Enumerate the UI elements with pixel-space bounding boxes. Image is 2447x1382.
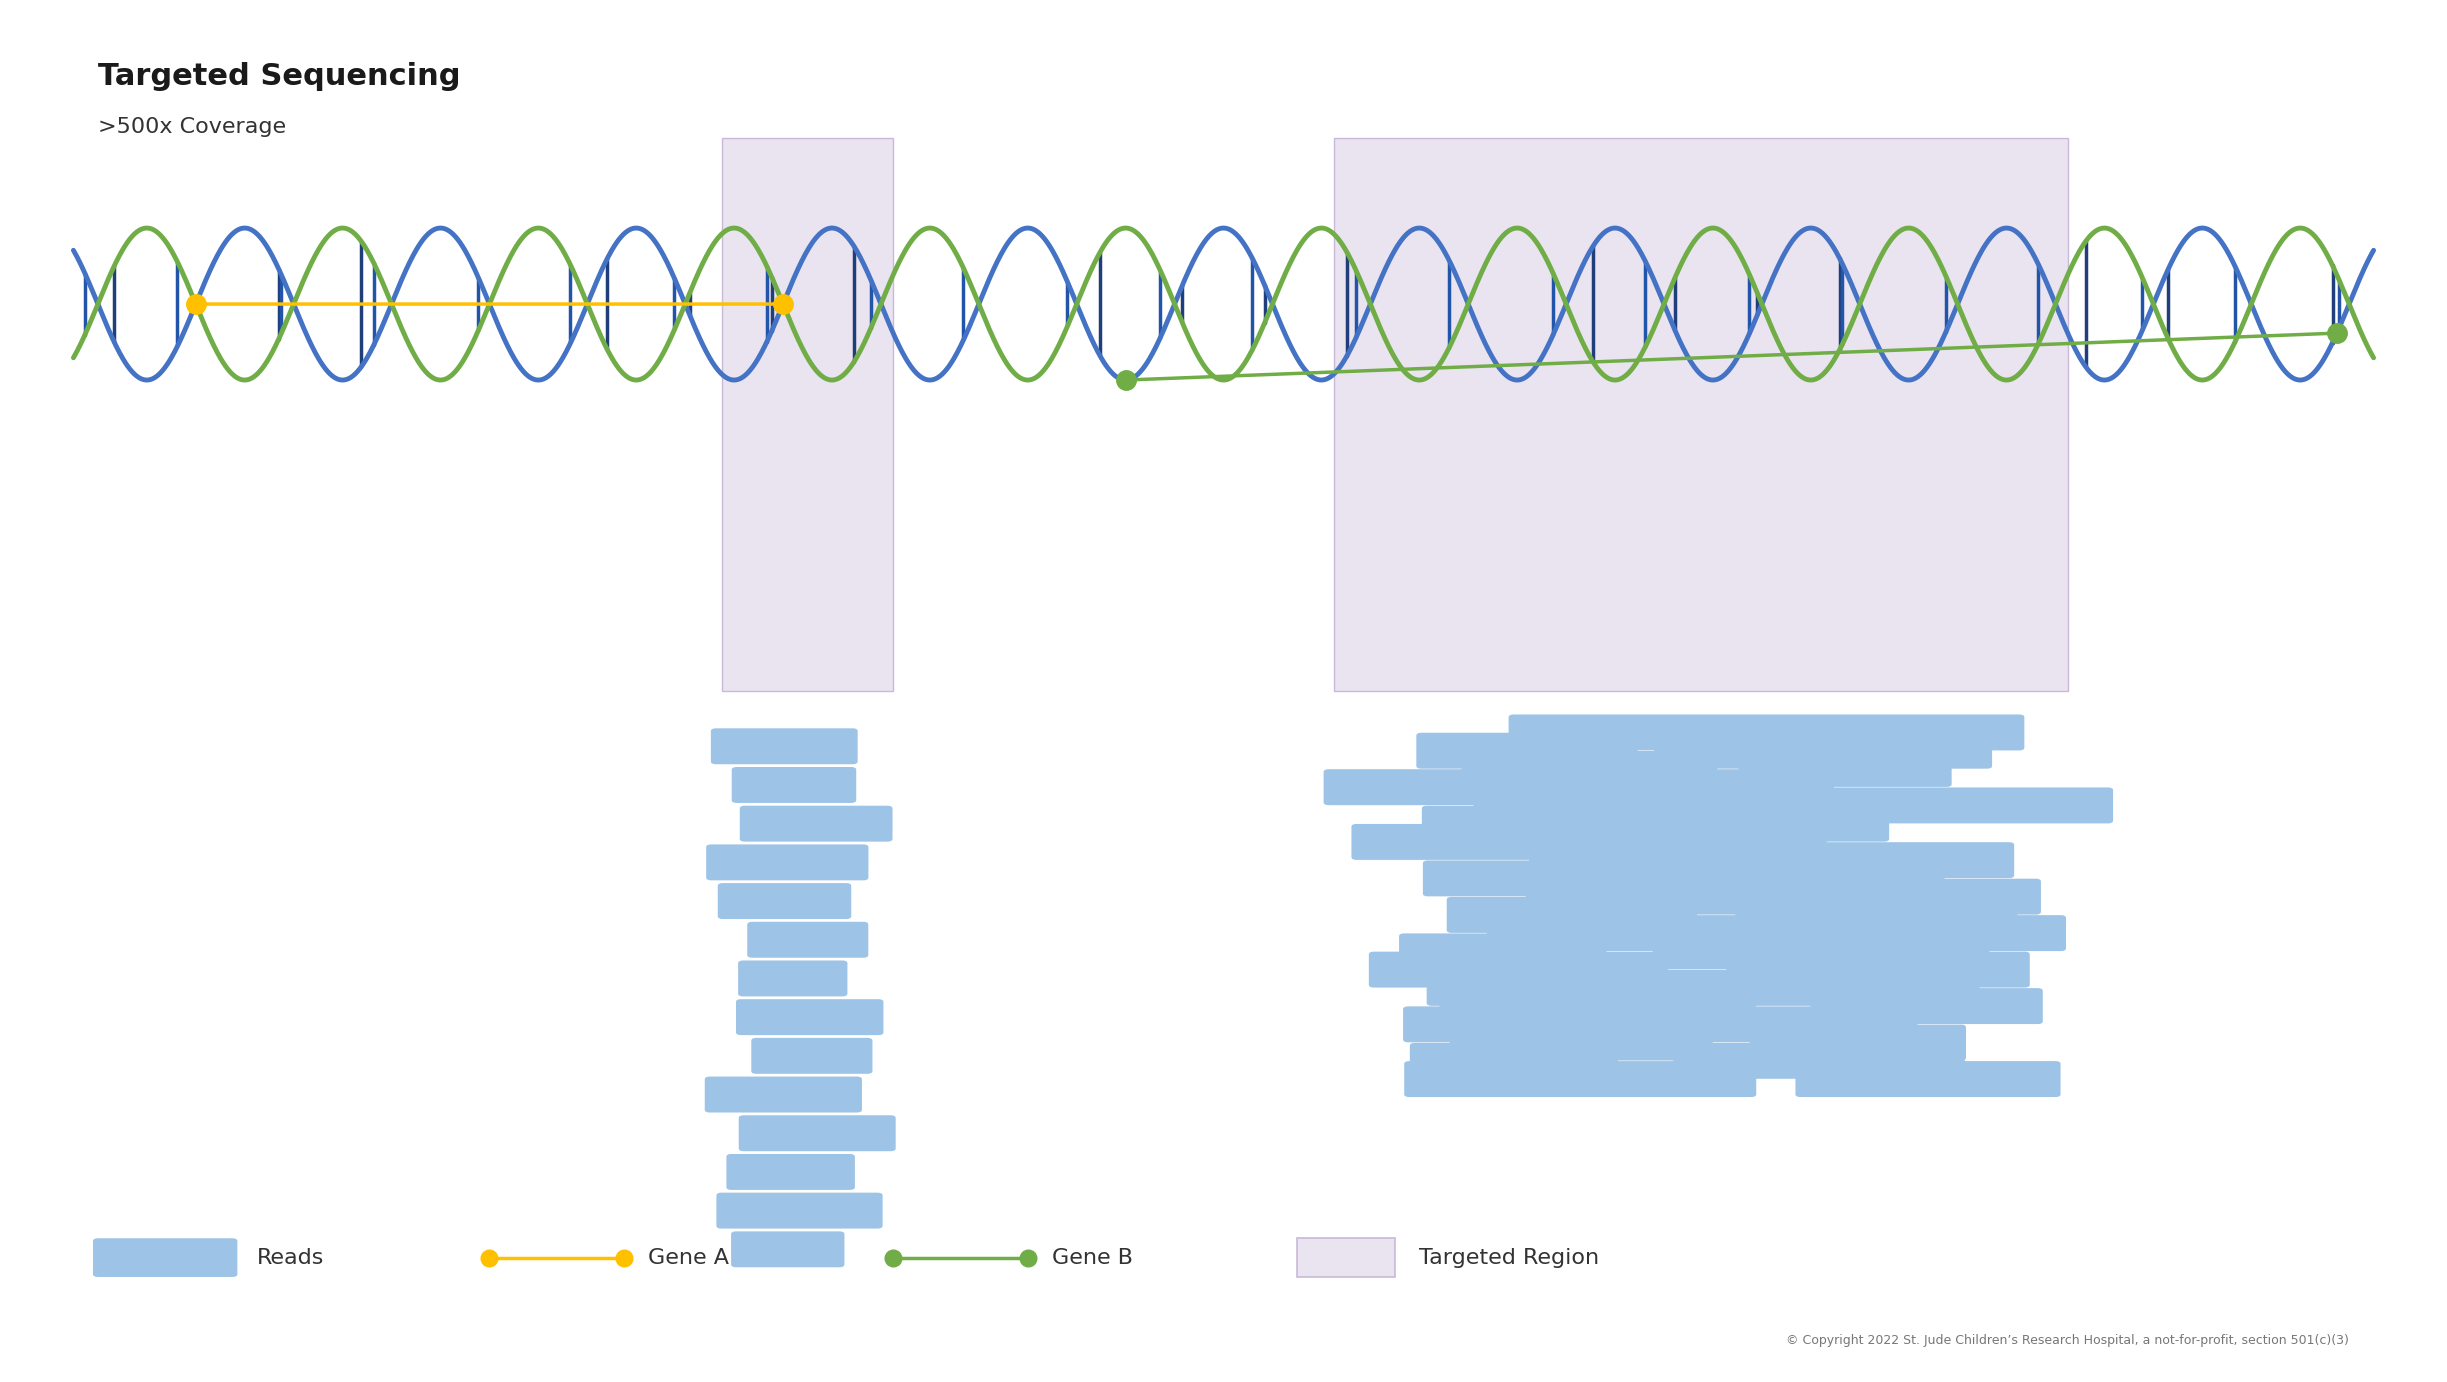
FancyBboxPatch shape: [732, 1231, 844, 1267]
FancyBboxPatch shape: [1446, 897, 1698, 933]
FancyBboxPatch shape: [1449, 1024, 1713, 1060]
FancyBboxPatch shape: [1351, 824, 1825, 860]
FancyBboxPatch shape: [739, 960, 847, 996]
FancyBboxPatch shape: [1422, 806, 1889, 842]
FancyBboxPatch shape: [1405, 1061, 1757, 1097]
FancyBboxPatch shape: [1334, 138, 2068, 691]
FancyBboxPatch shape: [705, 1077, 861, 1113]
FancyBboxPatch shape: [739, 1115, 896, 1151]
FancyBboxPatch shape: [1811, 988, 2043, 1024]
FancyBboxPatch shape: [1427, 970, 1980, 1006]
FancyBboxPatch shape: [1750, 1024, 1965, 1060]
FancyBboxPatch shape: [707, 844, 869, 880]
FancyBboxPatch shape: [1488, 915, 2065, 951]
FancyBboxPatch shape: [1409, 1043, 1617, 1079]
FancyBboxPatch shape: [1324, 770, 1833, 806]
FancyBboxPatch shape: [1422, 861, 1945, 897]
FancyBboxPatch shape: [1461, 750, 1718, 786]
FancyBboxPatch shape: [1735, 897, 2016, 933]
FancyBboxPatch shape: [1417, 732, 1637, 768]
Text: © Copyright 2022 St. Jude Children’s Research Hospital, a not-for-profit, sectio: © Copyright 2022 St. Jude Children’s Res…: [1786, 1335, 2349, 1347]
FancyBboxPatch shape: [1439, 988, 1757, 1024]
Text: Targeted Sequencing: Targeted Sequencing: [98, 62, 460, 91]
FancyBboxPatch shape: [1402, 1006, 1918, 1042]
FancyBboxPatch shape: [1796, 1061, 2060, 1097]
FancyBboxPatch shape: [739, 806, 893, 842]
FancyBboxPatch shape: [1473, 788, 2114, 824]
FancyBboxPatch shape: [1725, 952, 2029, 988]
FancyBboxPatch shape: [1527, 879, 2041, 915]
FancyBboxPatch shape: [1368, 952, 1669, 988]
FancyBboxPatch shape: [712, 728, 856, 764]
FancyBboxPatch shape: [722, 138, 893, 691]
FancyBboxPatch shape: [1652, 933, 1989, 969]
Text: Targeted Region: Targeted Region: [1419, 1248, 1600, 1267]
Text: Gene A: Gene A: [648, 1248, 729, 1267]
FancyBboxPatch shape: [1674, 1043, 1965, 1079]
Text: >500x Coverage: >500x Coverage: [98, 117, 286, 137]
FancyBboxPatch shape: [732, 767, 856, 803]
FancyBboxPatch shape: [751, 1038, 874, 1074]
FancyBboxPatch shape: [737, 999, 883, 1035]
FancyBboxPatch shape: [1510, 714, 2024, 750]
FancyBboxPatch shape: [1654, 732, 1992, 768]
Text: Gene B: Gene B: [1052, 1248, 1133, 1267]
FancyBboxPatch shape: [1297, 1238, 1395, 1277]
Text: Reads: Reads: [257, 1248, 325, 1267]
FancyBboxPatch shape: [1529, 842, 2014, 878]
FancyBboxPatch shape: [1400, 933, 1608, 969]
FancyBboxPatch shape: [717, 1193, 883, 1229]
FancyBboxPatch shape: [717, 883, 852, 919]
FancyBboxPatch shape: [727, 1154, 854, 1190]
FancyBboxPatch shape: [93, 1238, 237, 1277]
FancyBboxPatch shape: [1737, 750, 1953, 786]
FancyBboxPatch shape: [746, 922, 869, 958]
